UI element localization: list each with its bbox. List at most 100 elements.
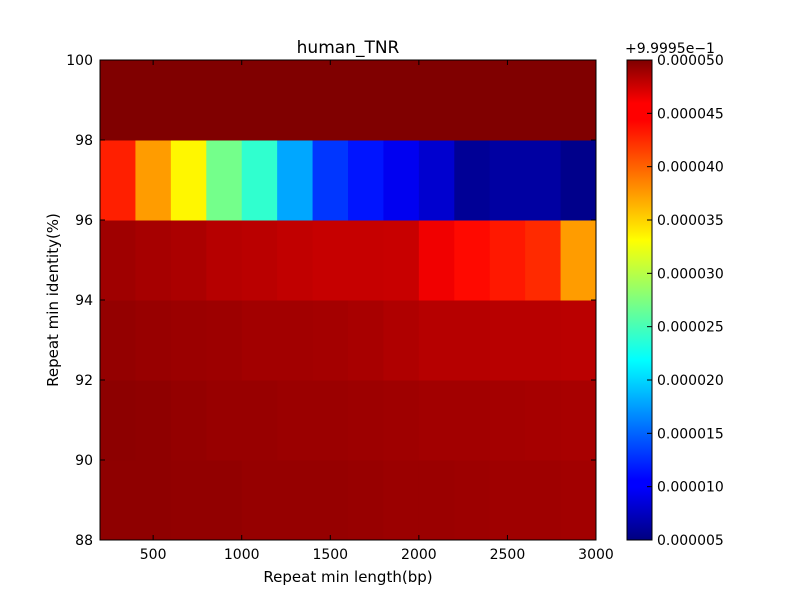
x-tick-label: 1000 bbox=[224, 547, 260, 563]
heatmap-cell bbox=[312, 460, 349, 541]
heatmap-cell bbox=[560, 60, 597, 141]
colorbar-tick-label: 0.000010 bbox=[657, 480, 724, 496]
heatmap-cell bbox=[135, 220, 172, 301]
heatmap-cell bbox=[206, 220, 243, 301]
heatmap-cell bbox=[170, 460, 207, 541]
heatmap-cell bbox=[418, 140, 455, 221]
heatmap-cell bbox=[100, 220, 136, 301]
heatmap-cell bbox=[560, 220, 597, 301]
colorbar-gradient bbox=[626, 59, 653, 541]
heatmap-cell bbox=[418, 300, 455, 381]
colorbar: +9.9995e−1 0.0000050.0000100.0000150.000… bbox=[625, 41, 724, 549]
heatmap-cell bbox=[206, 380, 243, 461]
colorbar-tick-label: 0.000020 bbox=[657, 373, 724, 389]
x-tick-label: 1500 bbox=[312, 547, 348, 563]
heatmap-cell bbox=[383, 140, 420, 221]
heatmap-cell bbox=[241, 60, 278, 141]
heatmap-cell bbox=[135, 380, 172, 461]
heatmap-cell bbox=[348, 60, 384, 141]
heatmap-cell bbox=[525, 300, 562, 381]
heatmap-cell bbox=[277, 300, 314, 381]
heatmap-cell bbox=[241, 300, 278, 381]
colorbar-tick-label: 0.000045 bbox=[657, 106, 724, 122]
heatmap-cell bbox=[241, 460, 278, 541]
heatmap-cell bbox=[277, 380, 314, 461]
heatmap-cell bbox=[418, 460, 455, 541]
x-tick-label: 3000 bbox=[578, 547, 614, 563]
heatmap-cell bbox=[135, 60, 172, 141]
heatmap-cell bbox=[489, 220, 526, 301]
x-axis-label: Repeat min length(bp) bbox=[263, 568, 432, 586]
x-tick-label: 500 bbox=[140, 547, 167, 563]
colorbar-tick-label: 0.000015 bbox=[657, 426, 724, 442]
heatmap-cell bbox=[241, 220, 278, 301]
colorbar-tick-label: 0.000005 bbox=[657, 533, 724, 549]
heatmap-cell bbox=[277, 460, 314, 541]
heatmap-cell bbox=[383, 460, 420, 541]
heatmap-cell bbox=[206, 300, 243, 381]
heatmap-cell bbox=[312, 220, 349, 301]
heatmap-cell bbox=[383, 380, 420, 461]
heatmap-cell bbox=[100, 140, 136, 221]
colorbar-tick-label: 0.000025 bbox=[657, 320, 724, 336]
heatmap-cell bbox=[489, 300, 526, 381]
chart-title: human_TNR bbox=[297, 38, 400, 58]
heatmap-cell bbox=[489, 140, 526, 221]
heatmap-cell bbox=[383, 60, 420, 141]
heatmap-cell bbox=[454, 60, 491, 141]
heatmap-cell bbox=[348, 380, 384, 461]
heatmap-cell bbox=[489, 380, 526, 461]
heatmap-cell bbox=[560, 380, 597, 461]
heatmap-cell bbox=[135, 460, 172, 541]
heatmap-cell bbox=[348, 300, 384, 381]
heatmap-cell bbox=[525, 460, 562, 541]
heatmap-cell bbox=[525, 220, 562, 301]
heatmap-cell bbox=[170, 220, 207, 301]
colorbar-ticks: 0.000005 0.000010 0.000015 0.000020 0.000025… bbox=[647, 53, 724, 549]
heatmap-cell bbox=[560, 300, 597, 381]
x-axis: 500 1000 1500 2000 2500 3000 bbox=[140, 60, 614, 563]
y-tick-label: 94 bbox=[75, 293, 93, 309]
x-tick-label: 2000 bbox=[401, 547, 437, 563]
heatmap-cell bbox=[383, 300, 420, 381]
heatmap-cell bbox=[135, 140, 172, 221]
y-tick-label: 90 bbox=[75, 453, 93, 469]
heatmap-cell bbox=[135, 300, 172, 381]
heatmap-cell bbox=[489, 60, 526, 141]
colorbar-tick-label: 0.000035 bbox=[657, 213, 724, 229]
heatmap-cell bbox=[170, 300, 207, 381]
heatmap-cell bbox=[418, 60, 455, 141]
heatmap-cell bbox=[312, 300, 349, 381]
heatmap-cell bbox=[383, 220, 420, 301]
heatmap-cell bbox=[241, 380, 278, 461]
heatmap-cell bbox=[525, 60, 562, 141]
heatmap-cell bbox=[489, 460, 526, 541]
y-tick-label: 96 bbox=[75, 213, 93, 229]
heatmap-cell bbox=[560, 460, 597, 541]
heatmap-cell bbox=[454, 300, 491, 381]
heatmap-cell bbox=[277, 220, 314, 301]
heatmap-cell bbox=[312, 140, 349, 221]
heatmap-cell bbox=[206, 60, 243, 141]
heatmap-cell bbox=[206, 140, 243, 221]
heatmap-cell bbox=[525, 140, 562, 221]
heatmap-cell bbox=[170, 380, 207, 461]
heatmap-cell bbox=[206, 460, 243, 541]
colorbar-tick-label: 0.000050 bbox=[657, 53, 724, 69]
colorbar-offset-text: +9.9995e−1 bbox=[625, 41, 715, 57]
x-tick-label: 2500 bbox=[490, 547, 526, 563]
heatmap-cell bbox=[100, 60, 136, 141]
heatmap-cell bbox=[454, 460, 491, 541]
heatmap-cells bbox=[100, 60, 597, 541]
heatmap-cell bbox=[312, 380, 349, 461]
colorbar-tick-label: 0.000030 bbox=[657, 266, 724, 282]
heatmap-cell bbox=[418, 380, 455, 461]
y-axis: 88 90 92 94 96 98 100 bbox=[66, 53, 596, 549]
heatmap-cell bbox=[277, 60, 314, 141]
heatmap-cell bbox=[100, 460, 136, 541]
y-tick-label: 92 bbox=[75, 373, 93, 389]
heatmap-cell bbox=[170, 140, 207, 221]
heatmap-cell bbox=[100, 380, 136, 461]
colorbar-tick-label: 0.000040 bbox=[657, 160, 724, 176]
